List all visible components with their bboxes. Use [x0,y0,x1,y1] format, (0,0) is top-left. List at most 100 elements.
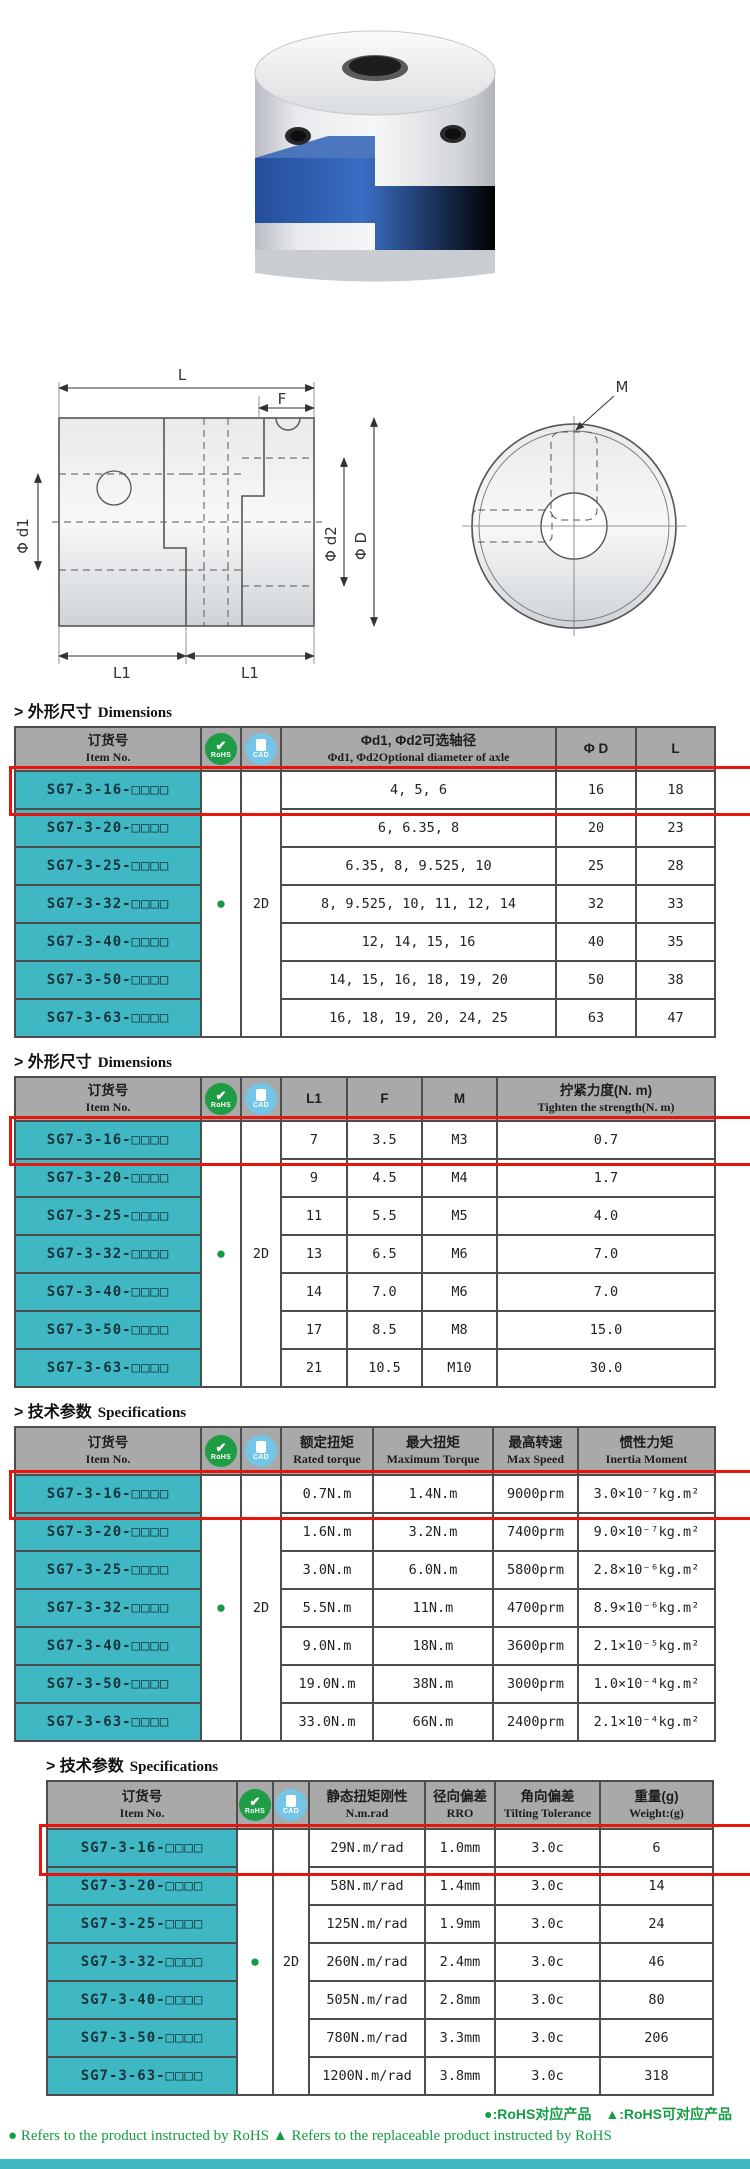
value-cell: 4.5 [346,1158,423,1198]
value-cell: M3 [421,1120,498,1160]
col-header: L1 [280,1076,348,1122]
table-row: SG7-3-63-□□□□ 1200N.m/rad 3.8mm 3.0c 318 [46,2056,714,2096]
table-row: SG7-3-16-□□□□ ● 2D 0.7N.m 1.4N.m 9000prm 3.0×1… [14,1474,716,1742]
rohs-legend-en-text-1: Refers to the product instructed by RoHS [20,2128,270,2144]
value-cell: M6 [421,1272,498,1312]
svg-text:L: L [178,366,187,384]
item-no-cell: SG7-3-50-□□□□ [46,2018,238,2058]
value-cell: 17 [280,1310,348,1350]
cad-icon: CAD [275,1789,307,1821]
rohs-header: ✔ RoHS [200,1426,242,1476]
green-dot-icon: ● [8,2128,18,2144]
section-title-zh: > 技术参数 [14,1404,92,1421]
value-cell: 19.0N.m [280,1664,374,1704]
value-cell: 3.0c [494,2056,601,2096]
item-no-cell: SG7-3-32-□□□□ [46,1942,238,1982]
table-row: SG7-3-63-□□□□ 33.0N.m 66N.m 2400prm 2.1×10⁻⁴… [14,1702,716,1742]
leaf-icon: ✔ [215,1440,227,1455]
item-no-cell: SG7-3-32-□□□□ [14,1588,202,1628]
section-title-en: Specifications [97,1405,187,1421]
item-no-cell: SG7-3-63-□□□□ [14,1348,202,1388]
svg-text:Φ d1: Φ d1 [14,518,32,554]
value-cell: 780N.m/rad [308,2018,426,2058]
table-row: SG7-3-20-□□□□ 1.6N.m 3.2N.m 7400prm 9.0×10⁻⁷… [14,1512,716,1552]
table-header-row: 订货号 Item No. ✔ RoHS CAD Φd1, Φd2可选轴径 Φd1, Φ… [14,726,716,772]
col-header: M [421,1076,498,1122]
svg-text:Φ D: Φ D [352,532,370,560]
item-no-cell: SG7-3-32-□□□□ [14,1234,202,1274]
cad-header: CAD [240,726,282,772]
col-header: 重量(g) Weight:(g) [599,1780,714,1830]
value-cell: 7400prm [492,1512,579,1552]
value-cell: 9.0×10⁻⁷kg.m² [577,1512,716,1552]
rohs-header: ✔ RoHS [200,726,242,772]
value-cell: 3.0c [494,1980,601,2020]
col-header: 角向偏差 Tilting Tolerance [494,1780,601,1830]
value-cell: 1.9mm [424,1904,496,1944]
document-icon [286,1795,296,1807]
table-row: SG7-3-25-□□□□ 6.35, 8, 9.525, 10 25 28 [14,846,716,886]
value-cell: M6 [421,1234,498,1274]
rohs-icon: ✔ RoHS [205,733,237,765]
item-no-cell: SG7-3-16-□□□□ [46,1828,238,1868]
table-row: SG7-3-32-□□□□ 8, 9.525, 10, 11, 12, 14 32 3… [14,884,716,924]
rohs-legend-en-text-2: Refers to the replaceable product instru… [291,2128,612,2144]
value-cell: 47 [635,998,716,1038]
value-cell: 32 [555,884,637,924]
table-row: SG7-3-32-□□□□ 13 6.5 M6 7.0 [14,1234,716,1274]
value-cell: 21 [280,1348,348,1388]
cad-icon: CAD [245,733,277,765]
value-cell: 30.0 [496,1348,716,1388]
value-cell: 7.0 [496,1234,716,1274]
value-cell: 4700prm [492,1588,579,1628]
value-cell: 63 [555,998,637,1038]
value-cell: 2.8mm [424,1980,496,2020]
value-cell: 3.0×10⁻⁷kg.m² [577,1474,716,1514]
value-cell: M8 [421,1310,498,1350]
value-cell: 1.0×10⁻⁴kg.m² [577,1664,716,1704]
value-cell: 3000prm [492,1664,579,1704]
document-icon [256,1441,266,1453]
rohs-dot-cell: ● [200,1474,242,1742]
value-cell: 66N.m [372,1702,494,1742]
item-no-cell: SG7-3-50-□□□□ [14,1664,202,1704]
table-row: SG7-3-32-□□□□ 5.5N.m 11N.m 4700prm 8.9×10⁻⁶k… [14,1588,716,1628]
value-cell: 5.5N.m [280,1588,374,1628]
table-row: SG7-3-32-□□□□ 260N.m/rad 2.4mm 3.0c 46 [46,1942,714,1982]
technical-drawing: L F Φ d1 Φ d2 Φ D L1 L1 [14,366,686,682]
value-cell: 2.1×10⁻⁵kg.m² [577,1626,716,1666]
value-cell: 7.0 [496,1272,716,1312]
table-header-row: 订货号 Item No. ✔ RoHS CAD 额定扭矩 Rated torque 最… [14,1426,716,1476]
value-cell: 3.5 [346,1120,423,1160]
col-header: F [346,1076,423,1122]
table-row: SG7-3-25-□□□□ 125N.m/rad 1.9mm 3.0c 24 [46,1904,714,1944]
section-title-en: Dimensions [97,1055,172,1071]
value-cell: 2.1×10⁻⁴kg.m² [577,1702,716,1742]
col-header: L [635,726,716,772]
value-cell: 4, 5, 6 [280,770,557,810]
value-cell: 2.8×10⁻⁶kg.m² [577,1550,716,1590]
table-row: SG7-3-25-□□□□ 11 5.5 M5 4.0 [14,1196,716,1236]
item-no-cell: SG7-3-25-□□□□ [14,1550,202,1590]
value-cell: 50 [555,960,637,1000]
cad-2d-cell: 2D [272,1828,310,2096]
rohs-legend-cn: ●:RoHS对应产品 ▲:RoHS可对应产品 [484,2106,732,2122]
value-cell: 6, 6.35, 8 [280,808,557,848]
svg-text:Φ d2: Φ d2 [322,526,340,562]
item-no-cell: SG7-3-25-□□□□ [46,1904,238,1944]
value-cell: 3.2N.m [372,1512,494,1552]
table-header-row: 订货号 Item No. ✔ RoHS CAD L1 F M 拧紧力度(N. m) T… [14,1076,716,1122]
value-cell: 18N.m [372,1626,494,1666]
section-title-zh: > 技术参数 [46,1758,124,1775]
item-no-cell: SG7-3-20-□□□□ [14,808,202,848]
value-cell: 25 [555,846,637,886]
item-no-cell: SG7-3-63-□□□□ [46,2056,238,2096]
rohs-dot-cell: ● [200,1120,242,1388]
table-row: SG7-3-40-□□□□ 505N.m/rad 2.8mm 3.0c 80 [46,1980,714,2020]
value-cell: 1.6N.m [280,1512,374,1552]
table-row: SG7-3-16-□□□□ ● 2D 29N.m/rad 1.0mm 3.0c 6 [46,1828,714,2096]
value-cell: 6.0N.m [372,1550,494,1590]
dimensions-table-1: 订货号 Item No. ✔ RoHS CAD Φd1, Φd2可选轴径 Φd1, Φ… [14,726,716,1038]
rohs-icon: ✔ RoHS [239,1789,271,1821]
value-cell: 505N.m/rad [308,1980,426,2020]
